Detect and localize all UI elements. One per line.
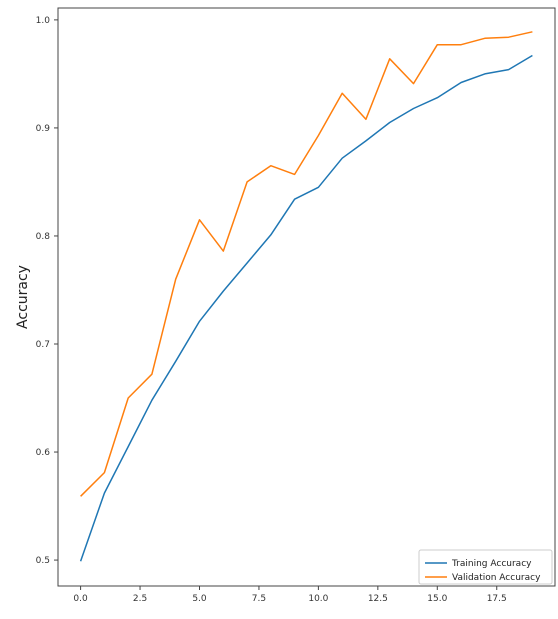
plot-area xyxy=(57,7,556,587)
y-tick-label: 0.5 xyxy=(36,556,50,566)
y-tick-label: 1.0 xyxy=(36,16,51,26)
x-tick-label: 0.0 xyxy=(73,594,88,604)
x-tick-label: 10.0 xyxy=(308,594,328,604)
legend-box xyxy=(418,549,553,585)
legend-label-training: Training Accuracy xyxy=(451,559,532,569)
x-tick-label: 12.5 xyxy=(368,594,388,604)
validation-accuracy-line xyxy=(80,31,533,497)
x-tick-label: 17.5 xyxy=(487,594,507,604)
legend-label-validation: Validation Accuracy xyxy=(452,573,541,583)
legend: Training Accuracy Validation Accuracy xyxy=(418,549,553,585)
x-tick-label: 5.0 xyxy=(192,594,207,604)
y-tick-label: 0.8 xyxy=(36,232,51,242)
x-tick-label: 15.0 xyxy=(427,594,447,604)
training-accuracy-line xyxy=(79,54,533,562)
x-axis-ticks: 0.0 2.5 5.0 7.5 10.0 12.5 15.0 17.5 xyxy=(73,586,507,604)
y-axis-title: Accuracy xyxy=(15,265,31,329)
y-axis-ticks: 0.5 0.6 0.7 0.8 0.9 1.0 xyxy=(36,16,58,566)
series-lines xyxy=(79,31,533,562)
y-tick-label: 0.9 xyxy=(36,124,51,134)
x-tick-label: 2.5 xyxy=(133,594,147,604)
x-tick-label: 7.5 xyxy=(252,594,266,604)
y-tick-label: 0.6 xyxy=(36,448,51,458)
y-tick-label: 0.7 xyxy=(36,340,50,350)
